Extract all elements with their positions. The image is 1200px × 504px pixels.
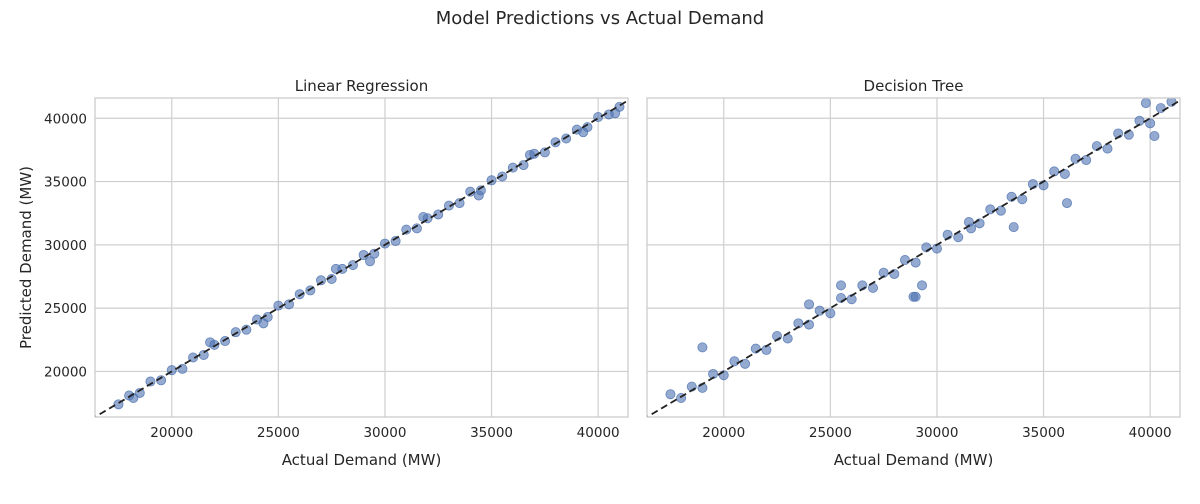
scatter-point: [294, 289, 305, 300]
y-tick-label: 30000: [44, 238, 87, 254]
subplot-title: Linear Regression: [295, 77, 428, 95]
scatter-point: [258, 318, 269, 329]
scatter-point: [1062, 198, 1073, 209]
plot-frame: [646, 97, 1181, 418]
scatter-point: [473, 190, 484, 201]
y-tick-label: 25000: [44, 301, 87, 317]
reference-line: [95, 99, 628, 417]
scatter-point: [910, 291, 921, 302]
plot-frame: [94, 97, 629, 418]
scatter-point: [985, 204, 996, 215]
scatter-point: [1155, 103, 1166, 114]
scatter-point: [1102, 143, 1113, 154]
x-tick-label: 20000: [150, 425, 193, 441]
scatter-point: [401, 224, 412, 235]
scatter-point: [910, 257, 921, 268]
scatter-point: [1140, 98, 1151, 109]
x-tick-label: 20000: [702, 425, 745, 441]
y-tick-label: 40000: [44, 111, 87, 127]
scatter-point: [188, 352, 199, 363]
scatter-point: [550, 137, 561, 148]
scatter-point: [205, 337, 216, 348]
x-tick-label: 25000: [257, 425, 300, 441]
scatter-point: [729, 356, 740, 367]
x-tick-label: 35000: [1022, 425, 1065, 441]
scatter-point: [315, 275, 326, 286]
scatter-point: [1059, 168, 1070, 179]
y-tick-label: 35000: [44, 175, 87, 191]
x-tick-label: 40000: [1129, 425, 1172, 441]
scatter-point: [974, 218, 985, 229]
x-axis-label: Actual Demand (MW): [834, 451, 994, 469]
scatter-point: [497, 171, 508, 182]
panel-decision-tree: 20000 25000 30000 35000 40000 Decision Tree Ac…: [646, 77, 1181, 469]
x-tick-label: 35000: [470, 425, 513, 441]
scatter-point: [804, 299, 815, 310]
y-axis-label: Predicted Demand (MW): [17, 166, 35, 349]
scatter-point: [995, 205, 1006, 216]
scatter-point: [1081, 155, 1092, 166]
scatter-point: [177, 363, 188, 374]
scatter-point: [697, 342, 708, 353]
x-tick-label: 25000: [809, 425, 852, 441]
x-axis-label: Actual Demand (MW): [282, 451, 442, 469]
x-tick-label: 40000: [577, 425, 620, 441]
scatter-point: [379, 238, 390, 249]
scatter-point: [825, 308, 836, 319]
scatter-point: [390, 236, 401, 247]
x-tick-label: 30000: [363, 425, 406, 441]
scatter-point: [1070, 153, 1081, 164]
scatter-point: [740, 358, 751, 369]
scatter-point: [1017, 194, 1028, 205]
scatter-point: [665, 389, 676, 400]
scatter-point: [1008, 222, 1019, 233]
scatter-point: [578, 127, 589, 138]
scatter-point: [465, 186, 476, 197]
scatter-points: [665, 98, 1177, 404]
scatter-point: [443, 200, 454, 211]
figure-title: Model Predictions vs Actual Demand: [436, 8, 764, 29]
scatter-point: [1149, 130, 1160, 141]
scatter-point: [145, 376, 156, 387]
subplot-title: Decision Tree: [864, 77, 964, 95]
scatter-point: [899, 255, 910, 266]
panel-linear-regression: 20000 25000 30000 35000 40000 20000 25000 30000…: [17, 77, 629, 469]
scatter-point: [836, 280, 847, 291]
scatter-point: [814, 305, 825, 316]
x-tick-label: 30000: [915, 425, 958, 441]
scatter-point: [365, 256, 376, 267]
scatter-point: [1145, 118, 1156, 129]
scatter-point: [917, 280, 928, 291]
scatter-point: [966, 223, 977, 234]
y-tick-label: 20000: [44, 364, 87, 380]
